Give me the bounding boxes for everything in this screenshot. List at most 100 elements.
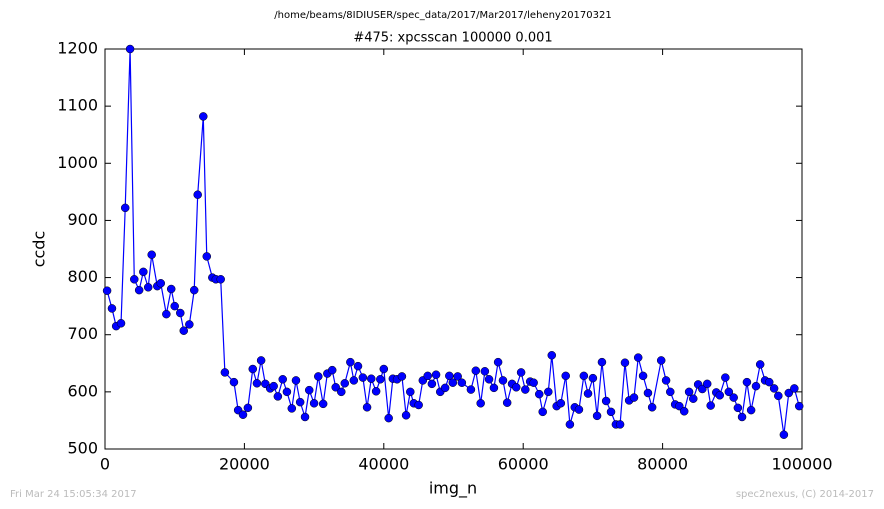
data-point	[633, 353, 643, 362]
data-point	[480, 367, 490, 376]
data-point	[199, 112, 208, 121]
data-point	[193, 190, 202, 199]
data-point	[170, 301, 179, 311]
data-point	[751, 381, 761, 391]
data-point	[684, 387, 694, 397]
data-point	[216, 275, 225, 284]
data-point	[620, 358, 630, 367]
data-point	[156, 279, 166, 288]
data-point	[601, 396, 611, 406]
footer-left: Fri Mar 24 15:05:34 2017	[10, 489, 137, 500]
data-point	[304, 385, 314, 395]
data-point	[565, 420, 575, 429]
data-point	[471, 366, 481, 375]
data-point	[445, 371, 454, 381]
data-point	[401, 411, 411, 420]
data-point	[440, 383, 450, 393]
x-axis-label: img_n	[429, 479, 477, 499]
data-point	[729, 393, 738, 402]
data-point	[715, 391, 725, 400]
data-point	[721, 373, 730, 382]
data-point	[579, 371, 589, 381]
data-point	[698, 384, 707, 394]
data-point	[125, 44, 135, 54]
data-point	[423, 371, 432, 381]
y-tick-label: 600	[67, 381, 98, 400]
x-tick-label: 80000	[637, 455, 688, 474]
data-point	[376, 375, 385, 384]
data-point	[147, 250, 156, 259]
data-point	[476, 399, 485, 408]
data-point	[534, 389, 544, 399]
data-point	[346, 357, 355, 367]
data-point	[238, 410, 248, 419]
data-point	[733, 403, 743, 413]
data-point	[666, 387, 675, 397]
data-point	[162, 309, 171, 319]
data-point	[521, 385, 530, 394]
data-point	[574, 405, 584, 414]
data-point	[453, 372, 462, 381]
y-tick-label: 1200	[57, 39, 98, 58]
data-point	[427, 379, 437, 389]
data-point	[724, 387, 734, 397]
data-point	[371, 387, 381, 396]
data-point	[794, 401, 804, 411]
data-point	[406, 387, 415, 397]
data-point	[529, 378, 538, 387]
y-tick-label: 1000	[57, 153, 98, 172]
data-point	[489, 383, 499, 393]
data-point	[779, 430, 789, 439]
y-tick-label: 1100	[57, 96, 98, 115]
data-point	[309, 399, 319, 408]
data-point	[295, 397, 305, 407]
data-point	[597, 357, 607, 367]
data-point	[643, 388, 653, 398]
data-point	[176, 308, 185, 318]
data-point	[588, 373, 598, 383]
data-point	[498, 376, 508, 385]
data-point	[755, 360, 765, 369]
y-tick-label: 700	[67, 324, 98, 343]
data-point	[764, 377, 774, 387]
chart-title: /home/beams/8IDIUSER/spec_data/2017/Mar2…	[274, 10, 611, 21]
x-tick-label: 100000	[771, 455, 832, 474]
data-point	[737, 412, 747, 422]
data-point	[384, 413, 393, 423]
data-point	[638, 371, 648, 381]
data-point	[742, 377, 752, 387]
data-point	[511, 383, 521, 392]
data-point	[269, 381, 278, 391]
data-point	[675, 401, 684, 411]
data-point	[349, 376, 359, 385]
data-point	[282, 387, 292, 397]
data-point	[502, 398, 512, 407]
data-point	[102, 286, 112, 295]
data-point	[248, 364, 258, 374]
data-point	[774, 391, 783, 401]
data-point	[202, 252, 212, 261]
footer-right: spec2nexus, (C) 2014-2017	[736, 489, 874, 500]
data-point	[243, 403, 253, 413]
data-point	[647, 403, 657, 412]
data-point	[448, 378, 458, 387]
x-tick-label: 0	[100, 455, 110, 474]
data-point	[107, 304, 117, 313]
data-point	[287, 404, 297, 413]
data-point	[583, 389, 593, 398]
data-point	[130, 275, 139, 284]
data-point	[702, 379, 712, 389]
data-point	[229, 377, 239, 387]
data-point	[457, 378, 467, 387]
data-point	[592, 411, 602, 421]
data-point	[784, 388, 794, 398]
data-point	[278, 375, 287, 384]
data-point	[706, 401, 715, 410]
data-point	[139, 267, 148, 277]
data-point	[291, 376, 301, 385]
data-point	[367, 374, 376, 383]
y-tick-label: 900	[67, 210, 98, 229]
data-point	[606, 407, 616, 417]
data-point	[629, 393, 639, 402]
